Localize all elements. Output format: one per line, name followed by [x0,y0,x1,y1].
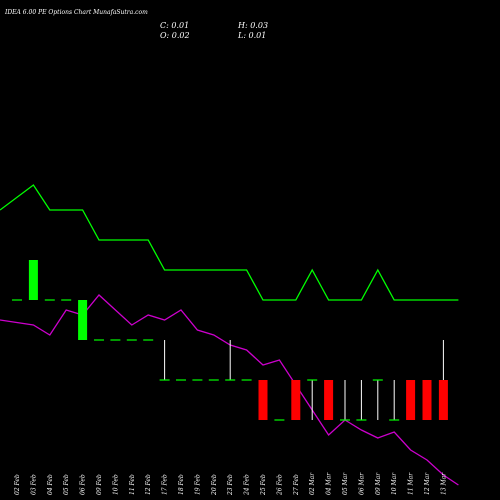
x-tick-label: 04 Feb [47,474,54,495]
x-tick-label: 20 Feb [211,474,218,496]
x-tick-label: 24 Feb [244,474,251,496]
x-tick-label: 10 Feb [112,474,119,495]
x-tick-label: 12 Mar [424,472,431,495]
x-tick-label: 19 Feb [194,474,201,495]
candle [291,380,301,420]
x-tick-label: 13 Mar [440,472,447,495]
candle [159,340,170,381]
x-tick-label: 26 Feb [276,474,283,496]
candle [258,380,268,420]
x-tick-label: 06 Feb [80,474,87,495]
x-tick-label: 09 Feb [96,474,103,495]
x-tick-label: 05 Feb [63,474,70,495]
candle [356,380,367,421]
x-tick-label: 25 Feb [260,474,267,496]
x-tick-label: 17 Feb [162,474,169,495]
candle-body [291,380,301,420]
x-tick-label: 27 Feb [293,474,300,496]
candle-body [324,380,334,420]
candle [389,380,400,421]
x-tick-label: 06 Mar [358,472,365,495]
candle-body [438,380,448,420]
lower-band-line [0,294,459,486]
candle [225,340,236,381]
open-value: O: 0.02 [160,31,190,40]
candle [438,340,448,420]
x-tick-label: 09 Mar [375,472,382,495]
x-tick-label: 11 Feb [129,474,136,495]
candle [340,380,350,421]
candle [78,300,88,340]
x-tick-label: 12 Feb [145,474,152,495]
x-tick-label: 02 Feb [14,474,21,495]
candle-body [406,380,416,420]
x-tick-label: 23 Feb [227,474,234,496]
candle-body [422,380,432,420]
candle-body [258,380,268,420]
candle [324,380,334,420]
x-tick-label: 18 Feb [178,474,185,495]
x-tick-label: 05 Mar [342,472,349,495]
high-value: H: 0.03 [238,21,269,30]
chart-title: IDEA 6.00 PE Options Chart MunafaSutra.c… [5,9,148,16]
candle [406,380,416,420]
x-tick-label: 02 Mar [309,472,316,495]
candle-body [78,300,88,340]
x-tick-label: 10 Mar [391,472,398,495]
x-tick-label: 11 Mar [408,472,415,495]
candle [422,380,432,420]
candle [28,260,38,300]
candle-body [28,260,38,300]
candle [372,379,383,420]
candle [307,379,318,420]
close-value: C: 0.01 [160,21,190,30]
low-value: L: 0.01 [238,31,267,40]
upper-band-line [0,184,459,301]
x-tick-label: 03 Feb [30,474,37,495]
x-tick-label: 04 Mar [326,472,333,495]
